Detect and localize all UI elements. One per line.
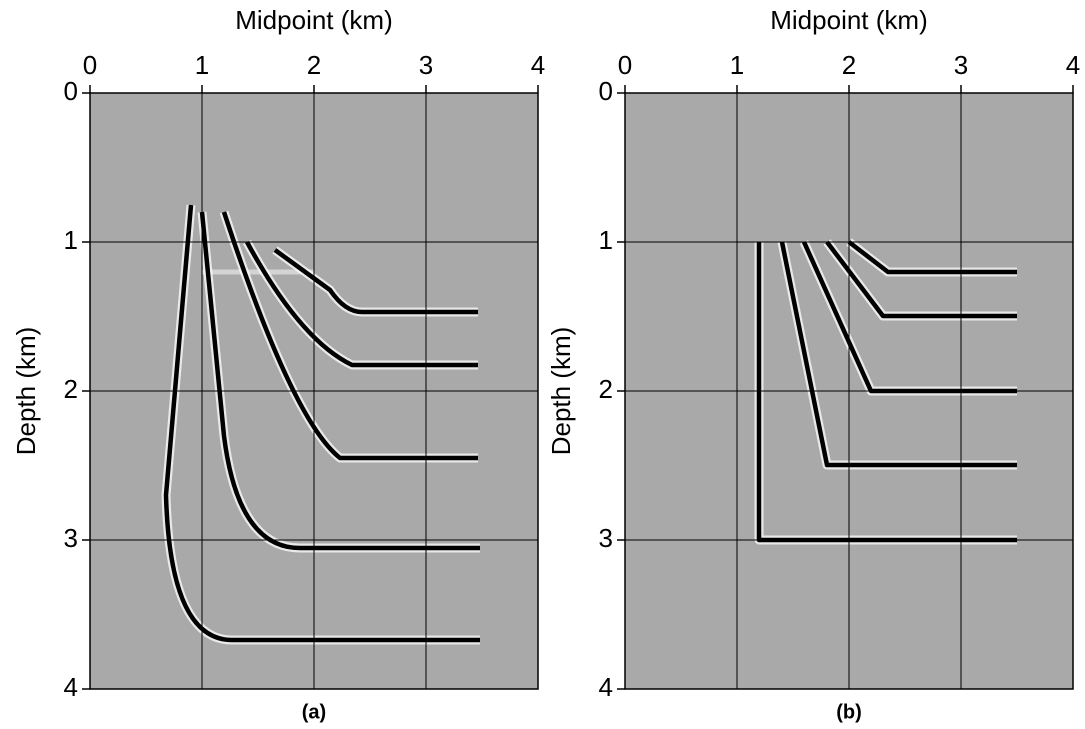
x-tick-label: 0	[83, 50, 97, 80]
y-axis-title: Depth (km)	[11, 327, 41, 456]
x-tick-label: 1	[195, 50, 209, 80]
y-tick-label: 1	[599, 225, 613, 255]
page: {"chart_data": [ {"type": "image", "titl…	[0, 0, 1085, 729]
x-tick-label: 1	[730, 50, 744, 80]
y-tick-label: 0	[599, 76, 613, 106]
x-tick-label: 2	[307, 50, 321, 80]
y-tick-label: 3	[64, 523, 78, 553]
x-tick-label: 3	[419, 50, 433, 80]
panel: 0 1 2 3 4 0 1 2 3 4 Midpoint (km) Depth (km) (b)	[546, 5, 1080, 723]
y-tick-label: 4	[599, 672, 613, 702]
y-tick-label: 1	[64, 225, 78, 255]
x-axis-title: Midpoint (km)	[235, 5, 392, 35]
panel: 0 1 2 3 4 0 1 2 3 4 Midpoint (km) Depth (km) (a)	[11, 5, 545, 723]
y-axis-title: Depth (km)	[546, 327, 576, 456]
x-tick-label: 4	[1066, 50, 1080, 80]
panel-caption: (b)	[836, 701, 862, 723]
y-tick-label: 2	[64, 374, 78, 404]
y-tick-label: 0	[64, 76, 78, 106]
x-axis-title: Midpoint (km)	[770, 5, 927, 35]
y-tick-label: 3	[599, 523, 613, 553]
x-tick-label: 3	[954, 50, 968, 80]
figure: 0 1 2 3 4 0 1 2 3 4 Midpoint (km) Depth (km) (a) 0 1 2…	[0, 0, 1085, 729]
x-tick-label: 4	[531, 50, 545, 80]
y-tick-label: 4	[64, 672, 78, 702]
y-tick-label: 2	[599, 374, 613, 404]
x-tick-label: 0	[618, 50, 632, 80]
x-tick-label: 2	[842, 50, 856, 80]
panel-caption: (a)	[302, 701, 326, 723]
